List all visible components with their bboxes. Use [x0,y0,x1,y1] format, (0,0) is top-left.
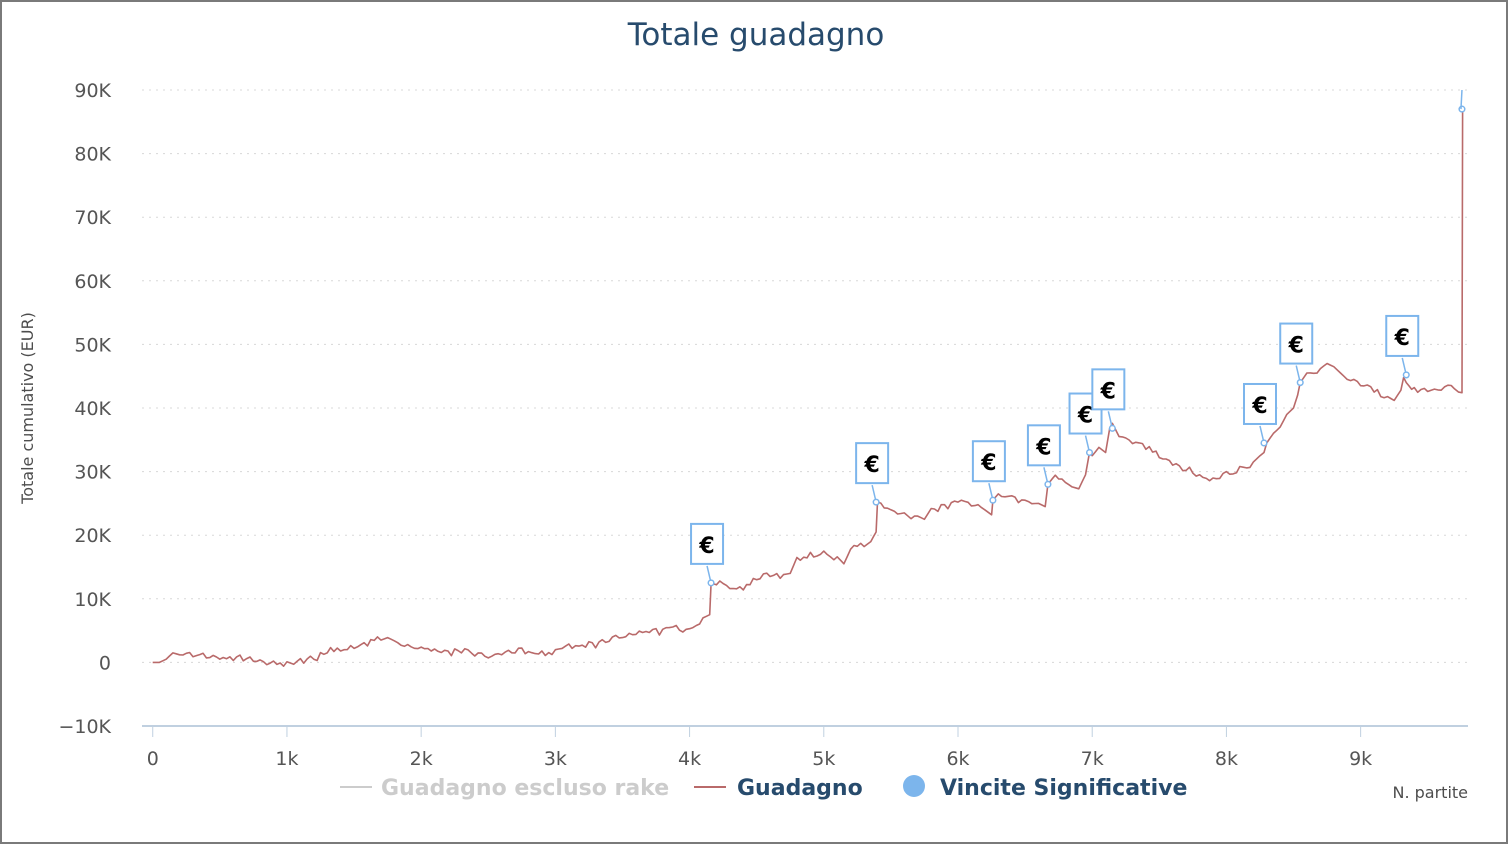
vincita-point [1458,105,1466,113]
flag-box [855,442,890,485]
y-tick-label: 10K [74,589,111,611]
flag-euro-label: € [1100,379,1116,404]
vincita-point [872,498,880,506]
x-axis: 0 1k 2k 3k 4k 5k 6k 7k 8k 9k [142,725,1468,770]
flag-euro-label: € [1251,394,1267,419]
flag-box [1279,322,1314,365]
flag-box [1243,382,1277,425]
vincita-flag[interactable]: € [1279,322,1314,387]
flags-layer: € € € € € € € € € [690,89,1466,587]
y-tick-label: 0 [99,652,111,674]
flag-box [971,440,1006,483]
plot-area [152,109,1464,667]
x-tick-label: 6k [946,748,969,770]
y-tick-label: 50K [74,334,111,356]
flag-euro-label: € [1288,334,1304,359]
vincita-flag[interactable]: € [1385,314,1420,379]
vincita-flag[interactable]: € [971,440,1006,504]
legend-item-guadagno[interactable]: Guadagno [694,776,863,801]
y-tick-label: 80K [74,144,111,166]
guadagno-line [152,109,1464,667]
vincita-flag[interactable]: € [1026,424,1061,488]
legend-item-vincite[interactable]: Vincite Significative [903,775,1187,801]
flag-box [1385,314,1420,357]
x-tick-label: 1k [275,748,298,770]
chart-title: Totale guadagno [627,17,885,53]
vincita-flag[interactable]: € [1091,368,1126,432]
legend-item-escluso[interactable]: Guadagno escluso rake [340,776,669,801]
x-tick-label: 3k [544,748,567,770]
vincita-point [707,579,715,587]
legend-label-escluso: Guadagno escluso rake [381,776,669,801]
flag-euro-label: € [980,451,996,476]
vincita-flag[interactable]: € [855,442,890,506]
vincita-flag[interactable] [1458,105,1466,113]
legend-label-guadagno: Guadagno [737,776,863,801]
vincita-point [1085,448,1094,457]
flag-euro-label: € [863,453,879,478]
flag-euro-label: € [1035,435,1051,460]
x-tick-label: 8k [1215,748,1238,770]
y-tick-label: 70K [74,207,111,229]
vincita-point [1402,371,1410,379]
vincita-point [1260,439,1268,447]
legend: Guadagno escluso rake Guadagno Vincite S… [340,775,1187,801]
vincita-flag[interactable]: € [1243,382,1277,447]
x-tick-label: 9k [1349,748,1372,770]
flag-connector [1460,89,1463,110]
vincita-point [989,496,997,504]
vincita-point [1296,379,1304,387]
flag-box [1026,424,1061,467]
x-tick-label: 5k [812,748,835,770]
y-tick-label: 40K [74,398,111,420]
legend-marker-vincite [903,775,925,797]
flag-euro-label: € [1077,404,1093,429]
y-axis-title: Totale cumulativo (EUR) [18,312,37,505]
y-tick-label: 20K [74,525,111,547]
grid [142,89,1468,663]
vincita-point [1108,424,1116,432]
y-tick-label: −10K [58,716,111,738]
x-tick-label: 2k [410,748,433,770]
flag-euro-label: € [1394,326,1410,351]
x-tick-label: 0 [147,748,159,770]
flag-box [1091,368,1126,411]
flag-euro-label: € [698,534,714,559]
x-axis-title: N. partite [1392,783,1468,802]
y-axis: −10K 0 10K 20K 30K 40K 50K 60K 70K 80K 90K [58,80,111,738]
vincita-flag[interactable]: € [690,522,725,587]
y-tick-label: 60K [74,271,111,293]
x-tick-label: 4k [678,748,701,770]
vincita-point [1044,480,1052,488]
flag-box [690,522,725,565]
legend-label-vincite: Vincite Significative [940,776,1187,801]
y-tick-label: 30K [74,462,111,484]
y-tick-label: 90K [74,80,111,102]
x-tick-label: 7k [1081,748,1104,770]
